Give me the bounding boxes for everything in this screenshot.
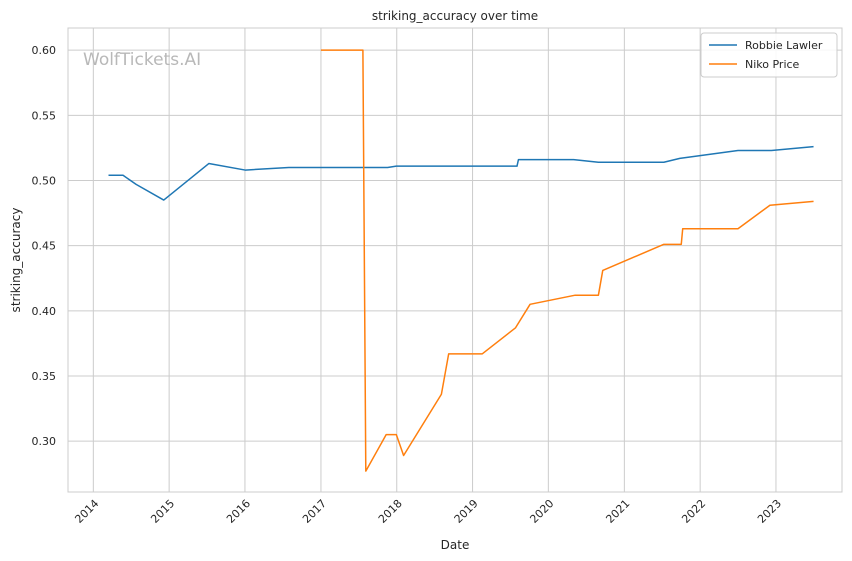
legend-label-robbie-lawler: Robbie Lawler xyxy=(745,39,823,52)
y-axis-title: striking_accuracy xyxy=(9,208,23,313)
x-tick-label: 2022 xyxy=(679,497,708,526)
legend-label-niko-price: Niko Price xyxy=(745,58,800,71)
x-tick-label: 2016 xyxy=(224,497,253,526)
x-tick-label: 2015 xyxy=(148,497,177,526)
x-tick-label: 2023 xyxy=(755,497,784,526)
x-tick-label: 2014 xyxy=(72,497,101,526)
legend: Robbie Lawler Niko Price xyxy=(700,32,838,78)
legend-box xyxy=(700,32,838,78)
x-tick-label: 2018 xyxy=(376,497,405,526)
x-tick-label: 2017 xyxy=(300,497,329,526)
y-tick-label: 0.30 xyxy=(32,435,57,448)
series-layer xyxy=(108,49,814,472)
y-tick-label: 0.60 xyxy=(32,44,57,57)
y-tick-label: 0.45 xyxy=(32,240,57,253)
x-tick-label: 2021 xyxy=(603,497,632,526)
series-line-robbie-lawler xyxy=(108,145,814,201)
vertical-gridlines xyxy=(92,28,777,492)
watermark: WolfTickets.AI xyxy=(83,50,201,70)
x-tick-labels: 2014 2015 2016 2017 2018 2019 2020 2021 2022 2023 xyxy=(72,497,784,526)
horizontal-gridlines xyxy=(68,49,842,442)
y-tick-label: 0.35 xyxy=(32,370,57,383)
x-tick-label: 2019 xyxy=(452,497,481,526)
chart-title: striking_accuracy over time xyxy=(372,9,538,23)
x-axis-title: Date xyxy=(441,538,470,552)
y-tick-label: 0.55 xyxy=(32,109,57,122)
plot-background xyxy=(68,28,842,492)
y-tick-label: 0.50 xyxy=(32,174,57,187)
x-tick-label: 2020 xyxy=(527,497,556,526)
plot-frame xyxy=(67,27,843,493)
y-tick-label: 0.40 xyxy=(32,305,57,318)
series-line-niko-price xyxy=(320,49,814,472)
y-tick-labels: 0.30 0.35 0.40 0.45 0.50 0.55 0.60 xyxy=(32,44,57,448)
